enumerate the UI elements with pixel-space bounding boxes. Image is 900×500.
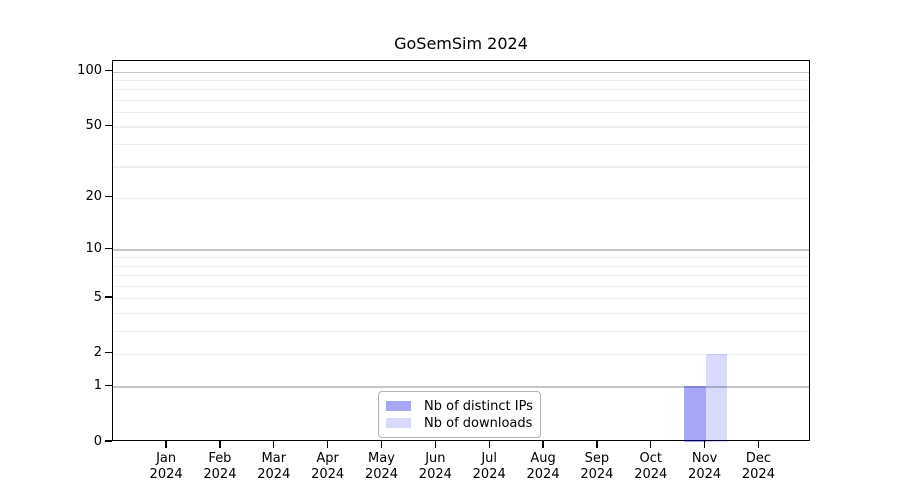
- y-axis-tick: [105, 195, 112, 198]
- x-axis-tick-label: Aug 2024: [503, 451, 583, 482]
- x-axis-tick-label: Nov 2024: [665, 451, 745, 482]
- x-axis-tick-label-month: Jun: [425, 451, 446, 466]
- y-axis-tick-label: 20: [85, 189, 102, 205]
- x-axis-tick-label-year: 2024: [688, 466, 722, 482]
- minor-gridline: [113, 275, 809, 277]
- minor-gridline: [113, 330, 809, 332]
- x-axis-tick-label: Jun 2024: [395, 451, 475, 482]
- x-axis-tick: [757, 441, 760, 448]
- y-axis-tick: [105, 296, 112, 298]
- legend-swatch-downloads-icon: [386, 418, 411, 428]
- major-gridline: [113, 249, 809, 251]
- legend-entry-distinct-ips: Nb of distinct IPs: [386, 398, 533, 414]
- minor-gridline: [113, 298, 809, 300]
- legend-entry-downloads: Nb of downloads: [386, 415, 532, 431]
- x-axis-tick-label-month: Oct: [639, 451, 662, 466]
- x-axis-tick-label-year: 2024: [418, 466, 452, 482]
- minor-gridline: [113, 89, 809, 91]
- major-gridline: [113, 71, 809, 73]
- minor-gridline: [113, 126, 809, 128]
- x-axis-tick-label-year: 2024: [257, 466, 291, 482]
- x-axis-tick-label: May 2024: [342, 451, 422, 482]
- y-axis-tick-label: 0: [93, 433, 102, 449]
- minor-gridline: [113, 312, 809, 314]
- plot-area: [112, 60, 810, 442]
- minor-gridline: [113, 353, 809, 355]
- x-axis-tick-label-year: 2024: [472, 466, 506, 482]
- minor-gridline: [113, 265, 809, 267]
- x-axis-tick-label-year: 2024: [311, 466, 345, 482]
- x-axis-tick-label: Dec 2024: [718, 451, 798, 482]
- x-axis-tick-label: Apr 2024: [288, 451, 368, 482]
- y-axis-tick: [105, 124, 112, 127]
- x-axis-tick-label: Mar 2024: [234, 451, 314, 482]
- y-axis-tick-label: 1: [93, 377, 102, 393]
- y-axis-tick-label: 100: [77, 63, 102, 78]
- minor-gridline: [113, 99, 809, 101]
- y-axis-tick-label: 5: [93, 289, 102, 305]
- x-axis-tick: [273, 441, 275, 448]
- x-axis-tick-label: Oct 2024: [611, 451, 691, 482]
- legend-swatch-distinct-ips-icon: [386, 401, 411, 411]
- minor-gridline: [113, 257, 809, 259]
- x-axis-tick-label: Sep 2024: [557, 451, 637, 482]
- y-axis-tick-label: 10: [85, 240, 102, 256]
- minor-gridline: [113, 111, 809, 114]
- x-axis-tick: [650, 441, 652, 448]
- y-axis-tick-label: 2: [93, 345, 102, 361]
- legend-label-distinct-ips: Nb of distinct IPs: [424, 398, 533, 414]
- bar-downloads: [705, 353, 728, 442]
- x-axis-tick-label: Jul 2024: [449, 451, 529, 482]
- x-axis-tick-label: Jan 2024: [126, 451, 206, 482]
- x-axis-tick-label-year: 2024: [580, 466, 614, 482]
- x-axis-tick-label-year: 2024: [526, 466, 560, 482]
- minor-gridline: [113, 79, 809, 82]
- minor-gridline: [113, 166, 809, 168]
- minor-gridline: [113, 197, 809, 199]
- y-axis-tick-label: 50: [85, 117, 102, 133]
- y-axis-tick: [105, 384, 112, 387]
- x-axis-tick: [326, 441, 329, 448]
- chart-title: GoSemSim 2024: [394, 34, 528, 53]
- x-axis-tick: [165, 441, 167, 448]
- x-axis-tick-label-year: 2024: [364, 466, 399, 482]
- x-axis-tick-label-year: 2024: [741, 466, 775, 482]
- legend: Nb of distinct IPs Nb of downloads: [378, 391, 541, 438]
- x-axis-tick-label-month: Dec: [745, 451, 772, 466]
- x-axis-tick-label-month: Jul: [481, 451, 498, 466]
- y-axis-tick: [105, 247, 112, 250]
- x-axis-tick-label-month: Apr: [316, 451, 339, 466]
- x-axis-tick-label-month: May: [368, 451, 395, 466]
- y-axis-tick: [105, 352, 112, 354]
- x-axis-tick-label-year: 2024: [149, 466, 183, 482]
- x-axis-tick-label-year: 2024: [634, 466, 668, 482]
- x-axis-tick-label: Feb 2024: [180, 451, 260, 482]
- x-axis-tick-label-month: Aug: [530, 451, 556, 466]
- x-axis-tick: [703, 441, 706, 448]
- x-axis-tick-label-month: Jan: [156, 451, 177, 466]
- x-axis-tick: [542, 441, 544, 448]
- y-axis-tick: [105, 69, 112, 72]
- minor-gridline: [113, 143, 809, 146]
- x-axis-tick-label-month: Nov: [691, 451, 718, 466]
- x-axis-tick-label-month: Sep: [584, 451, 610, 466]
- x-axis-tick-label-month: Feb: [208, 451, 232, 466]
- minor-gridline: [113, 285, 809, 287]
- y-axis-tick: [105, 440, 112, 442]
- x-axis-tick: [219, 441, 221, 448]
- x-axis-tick-label-month: Mar: [261, 451, 287, 466]
- major-gridline: [113, 386, 809, 388]
- bar-distinct-ips: [684, 386, 706, 442]
- x-axis-tick: [596, 441, 598, 448]
- x-axis-tick: [380, 441, 383, 448]
- x-axis-tick: [434, 441, 437, 448]
- legend-label-downloads: Nb of downloads: [424, 415, 533, 431]
- x-axis-tick-label-year: 2024: [203, 466, 237, 482]
- x-axis-tick: [488, 441, 490, 448]
